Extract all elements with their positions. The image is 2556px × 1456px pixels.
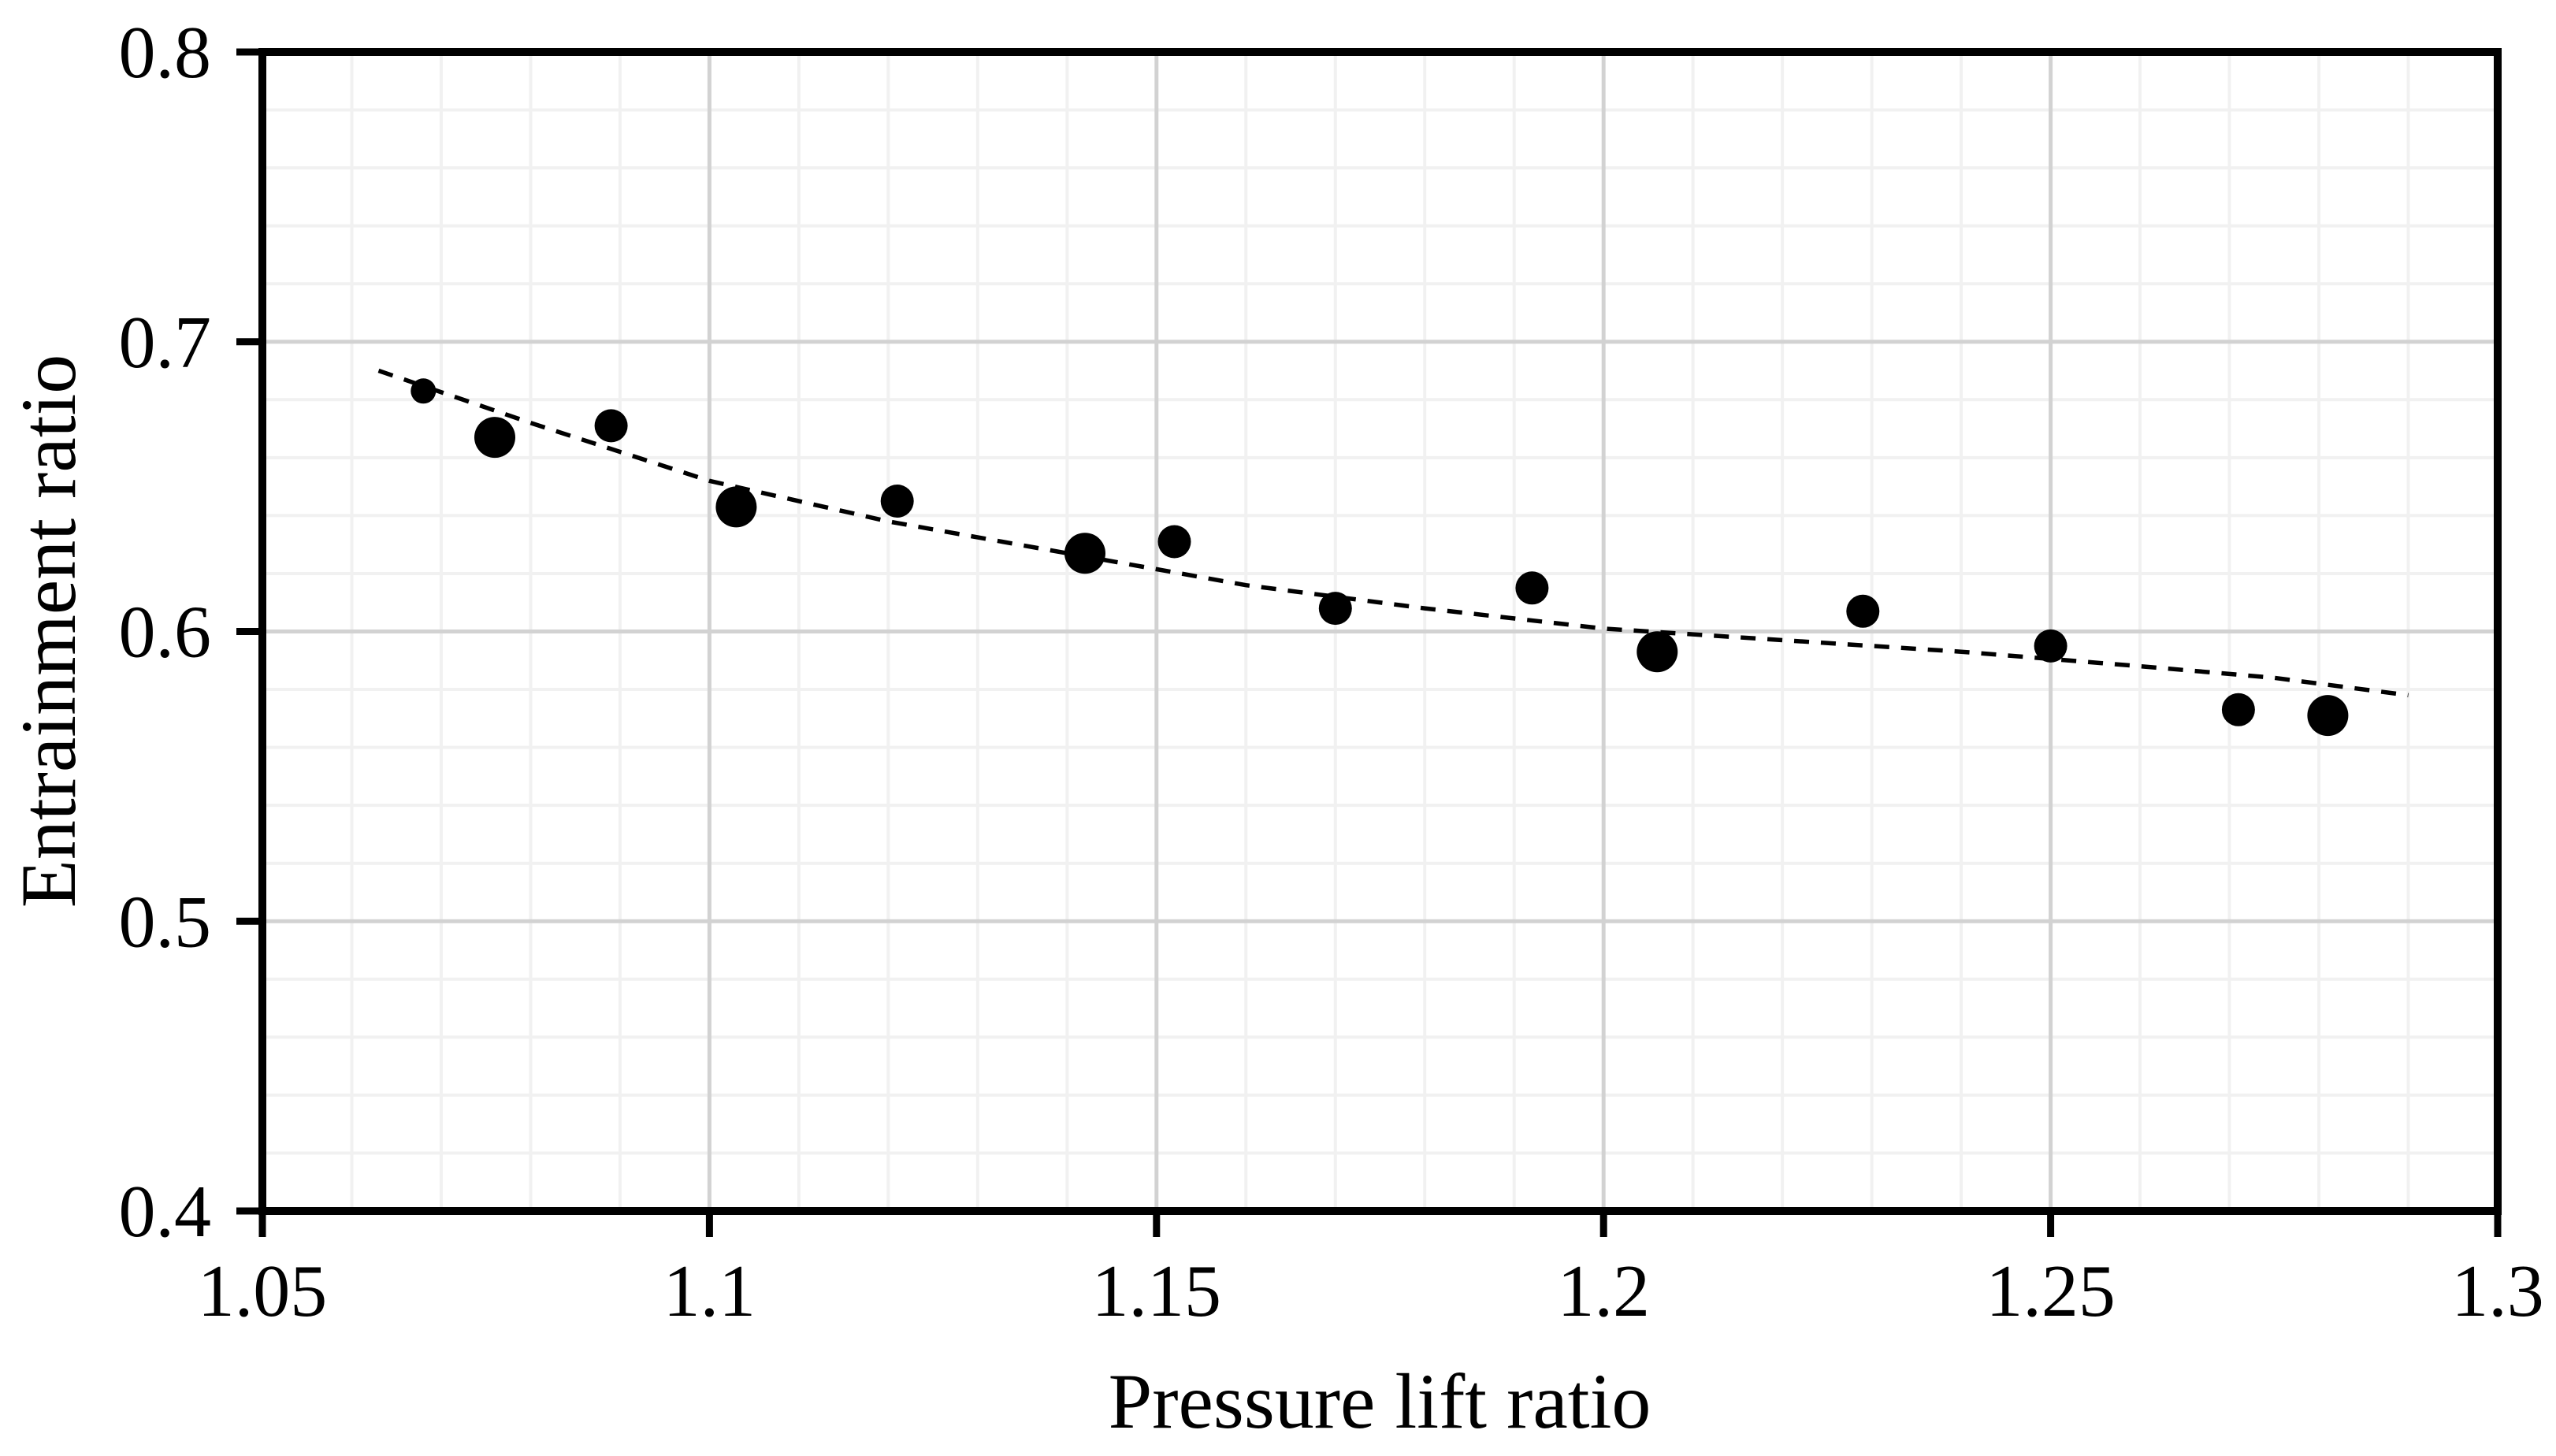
data-point	[474, 417, 515, 459]
data-point	[1515, 571, 1549, 605]
data-point	[2307, 695, 2349, 737]
y-axis-title: Entrainment ratio	[5, 355, 92, 908]
x-tick-label: 1.05	[198, 1250, 328, 1332]
data-point	[594, 409, 628, 443]
x-tick-label: 1.3	[2451, 1250, 2544, 1332]
major-gridlines	[262, 52, 2498, 1211]
data-point	[1637, 631, 1678, 673]
data-point	[411, 378, 437, 404]
x-tick-label: 1.1	[663, 1250, 756, 1332]
x-axis-title: Pressure lift ratio	[1109, 1358, 1651, 1445]
y-tick-labels: 0.4 0.5 0.6 0.7 0.8	[119, 12, 212, 1253]
y-tick-label: 0.7	[119, 302, 212, 384]
axis-ticks	[236, 48, 2502, 1237]
data-point	[1318, 592, 1352, 626]
y-tick-label: 0.6	[119, 592, 212, 674]
trendline-dashed	[377, 368, 2409, 698]
plot-border	[258, 48, 2502, 1215]
y-tick-label: 0.4	[119, 1171, 212, 1253]
data-point	[2221, 693, 2255, 726]
x-tick-label: 1.25	[1986, 1250, 2116, 1332]
data-point	[1846, 594, 1880, 628]
x-tick-label: 1.2	[1557, 1250, 1650, 1332]
data-points	[411, 378, 2349, 737]
y-tick-label: 0.5	[119, 881, 212, 963]
data-point	[1064, 533, 1105, 574]
data-point	[715, 486, 757, 528]
data-point	[880, 485, 914, 518]
data-point	[2034, 629, 2067, 663]
data-point	[1157, 525, 1191, 559]
x-tick-label: 1.15	[1092, 1250, 1222, 1332]
x-tick-labels: 1.05 1.1 1.15 1.2 1.25 1.3	[198, 1250, 2544, 1332]
y-tick-label: 0.8	[119, 12, 212, 94]
